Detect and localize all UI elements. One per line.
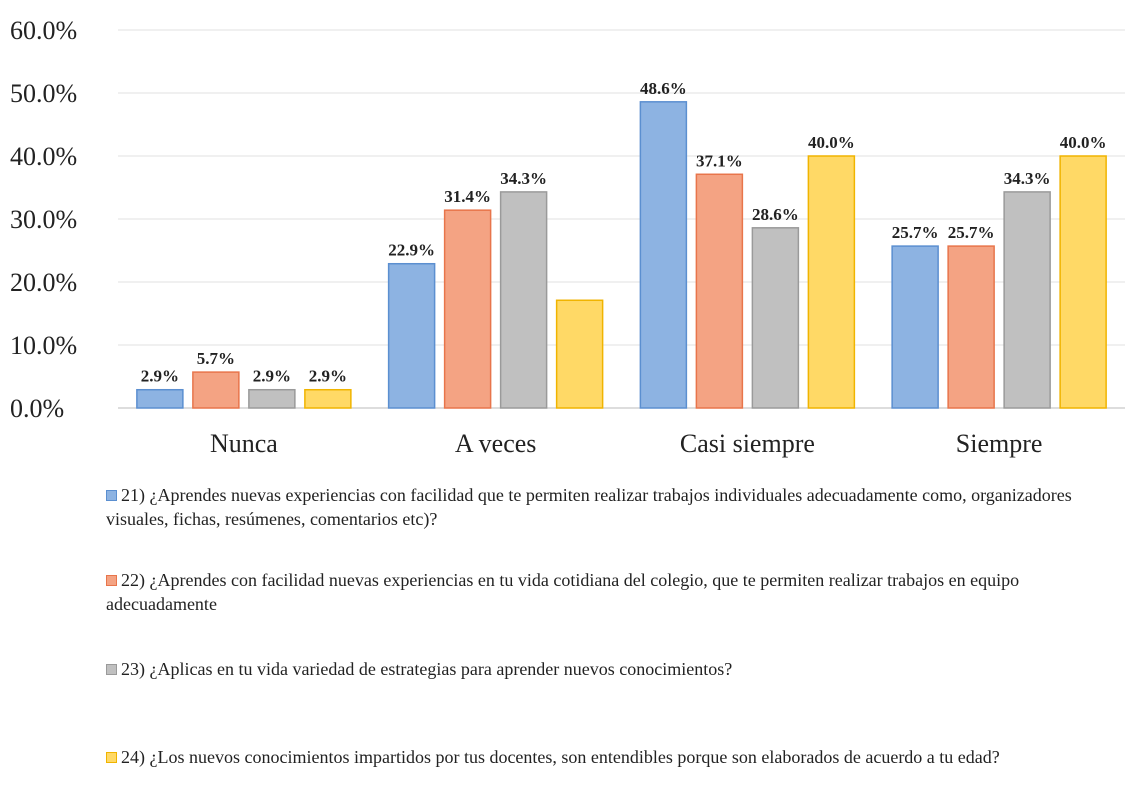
y-tick-label: 60.0% — [10, 16, 77, 45]
x-tick-label: Nunca — [210, 429, 278, 458]
legend-label: 22) ¿Aprendes con facilidad nuevas exper… — [106, 570, 1020, 614]
chart: 0.0% 10.0% 20.0% 30.0% 40.0% 50.0% 60.0% Nunca 2… — [10, 16, 1125, 458]
data-label: 25.7% — [948, 223, 995, 242]
bar — [387, 262, 436, 409]
legend-item: 24) ¿Los nuevos conocimientos impartidos… — [106, 745, 1116, 769]
legend-label: 24) ¿Los nuevos conocimientos impartidos… — [121, 747, 1000, 767]
x-tick-label: A veces — [455, 429, 537, 458]
bar — [751, 227, 800, 409]
data-label: 37.1% — [696, 151, 743, 170]
bar — [555, 299, 604, 409]
data-label: 2.9% — [309, 367, 347, 386]
bar — [639, 101, 688, 409]
data-label: 34.3% — [500, 169, 547, 188]
bar — [1059, 155, 1107, 409]
bar — [192, 371, 240, 409]
bar — [695, 173, 744, 409]
bar — [248, 388, 296, 409]
data-label: 2.9% — [141, 367, 179, 386]
data-label: 22.9% — [388, 241, 435, 260]
data-label: 34.3% — [1004, 169, 1051, 188]
legend-swatch — [106, 752, 117, 763]
y-tick-label: 10.0% — [10, 331, 77, 360]
bar — [807, 155, 856, 409]
y-tick-label: 30.0% — [10, 205, 77, 234]
x-tick-label: Casi siempre — [680, 429, 815, 458]
legend-swatch — [106, 575, 117, 586]
data-label: 28.6% — [752, 205, 799, 224]
x-tick-label: Siempre — [956, 429, 1043, 458]
bar — [947, 245, 995, 409]
data-label: 48.6% — [640, 79, 687, 98]
bar — [499, 191, 548, 409]
y-tick-label: 40.0% — [10, 142, 77, 171]
data-label: 40.0% — [808, 133, 855, 152]
data-label: 25.7% — [892, 223, 939, 242]
data-label: 31.4% — [444, 187, 491, 206]
legend-swatch — [106, 664, 117, 675]
bar — [1003, 191, 1051, 409]
legend-item: 22) ¿Aprendes con facilidad nuevas exper… — [106, 568, 1116, 616]
y-tick-label: 20.0% — [10, 268, 77, 297]
legend-label: 21) ¿Aprendes nuevas experiencias con fa… — [106, 485, 1072, 529]
legend-item: 21) ¿Aprendes nuevas experiencias con fa… — [106, 483, 1116, 531]
bar — [136, 388, 184, 409]
legend-label: 23) ¿Aplicas en tu vida variedad de estr… — [121, 659, 733, 679]
bar — [304, 388, 352, 409]
data-label: 2.9% — [253, 367, 291, 386]
data-label: 40.0% — [1060, 133, 1107, 152]
y-tick-label: 50.0% — [10, 79, 77, 108]
bar — [891, 245, 939, 409]
legend-swatch — [106, 490, 117, 501]
legend-item: 23) ¿Aplicas en tu vida variedad de estr… — [106, 657, 1116, 681]
bar — [443, 209, 492, 409]
data-label: 5.7% — [197, 349, 235, 368]
y-tick-label: 0.0% — [10, 394, 64, 423]
